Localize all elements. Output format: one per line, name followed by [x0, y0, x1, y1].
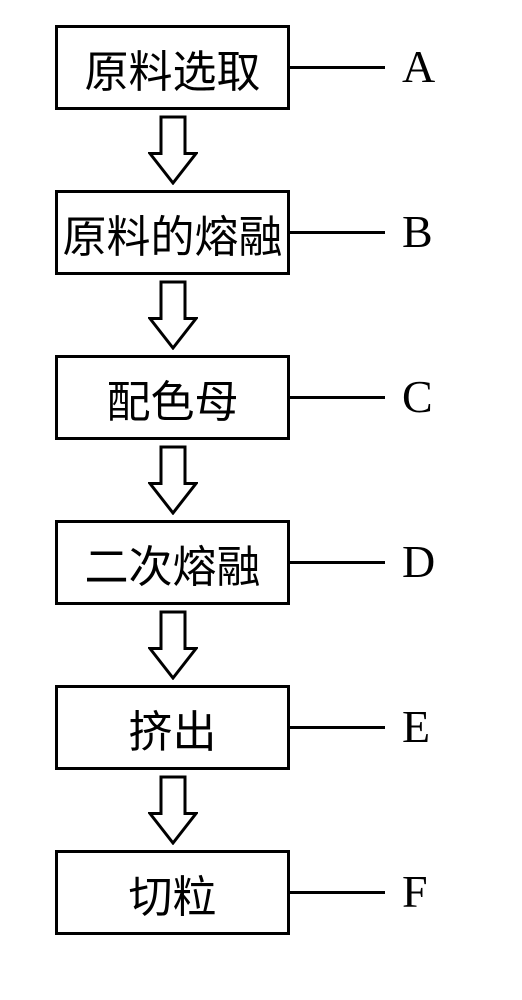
- flow-node-B: 原料的熔融: [55, 190, 290, 275]
- flow-arrow: [148, 610, 198, 680]
- flow-node-label: 原料选取: [85, 36, 261, 100]
- side-label-B: B: [402, 205, 433, 258]
- side-label-C: C: [402, 370, 433, 423]
- flow-node-E: 挤出: [55, 685, 290, 770]
- flow-node-label: 原料的熔融: [63, 201, 283, 265]
- flow-node-D: 二次熔融: [55, 520, 290, 605]
- flow-node-A: 原料选取: [55, 25, 290, 110]
- label-connector: [290, 396, 385, 399]
- side-label-F: F: [402, 865, 428, 918]
- flow-node-F: 切粒: [55, 850, 290, 935]
- flow-arrow: [148, 280, 198, 350]
- flow-node-label: 配色母: [107, 366, 239, 430]
- label-connector: [290, 891, 385, 894]
- side-label-E: E: [402, 700, 430, 753]
- flow-node-label: 切粒: [129, 861, 217, 925]
- label-connector: [290, 66, 385, 69]
- side-label-A: A: [402, 40, 435, 93]
- flow-node-label: 二次熔融: [85, 531, 261, 595]
- flow-node-label: 挤出: [129, 696, 217, 760]
- label-connector: [290, 231, 385, 234]
- flow-arrow: [148, 115, 198, 185]
- side-label-D: D: [402, 535, 435, 588]
- flow-node-C: 配色母: [55, 355, 290, 440]
- label-connector: [290, 726, 385, 729]
- flow-arrow: [148, 445, 198, 515]
- flow-arrow: [148, 775, 198, 845]
- label-connector: [290, 561, 385, 564]
